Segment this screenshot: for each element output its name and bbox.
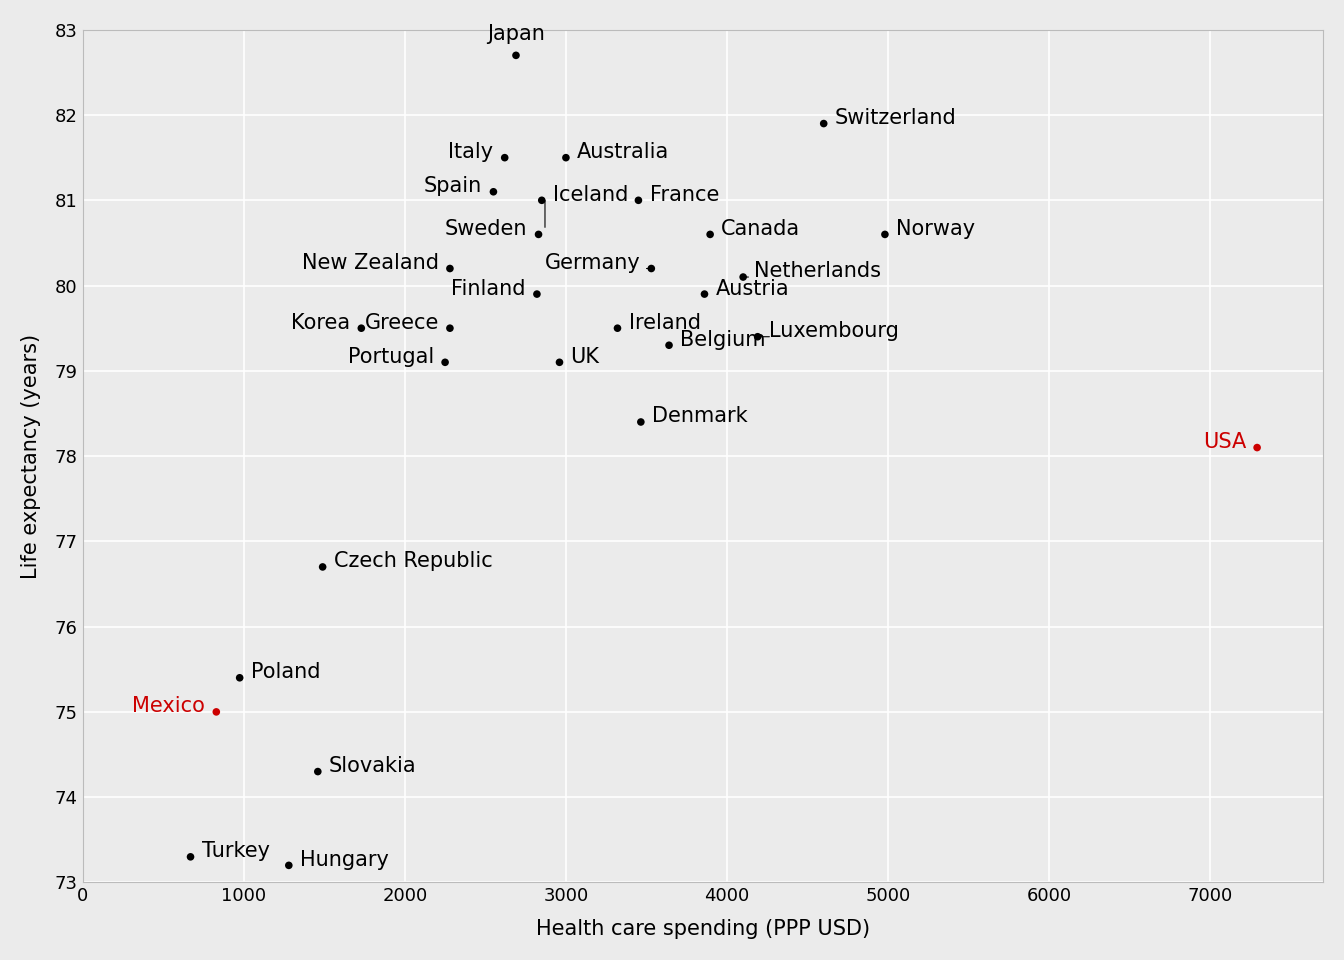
Y-axis label: Life expectancy (years): Life expectancy (years) [22,333,40,579]
Point [278,857,300,873]
Point [495,150,516,165]
Point [630,415,652,430]
Text: Denmark: Denmark [652,406,747,426]
Point [434,354,456,370]
Point [699,227,720,242]
X-axis label: Health care spending (PPP USD): Health care spending (PPP USD) [536,919,870,939]
Text: UK: UK [571,347,599,367]
Point [531,193,552,208]
Text: Luxembourg: Luxembourg [769,322,899,341]
Text: Poland: Poland [251,662,320,683]
Point [351,321,372,336]
Point [439,321,461,336]
Point [206,705,227,720]
Point [874,227,895,242]
Text: New Zealand: New Zealand [302,252,438,273]
Point [628,193,649,208]
Point [312,560,333,575]
Point [732,270,754,285]
Point [659,338,680,353]
Point [505,48,527,63]
Point [555,150,577,165]
Text: Italy: Italy [449,142,493,162]
Text: France: France [649,184,719,204]
Text: Mexico: Mexico [132,696,206,716]
Point [228,670,250,685]
Point [439,261,461,276]
Text: Netherlands: Netherlands [754,261,882,281]
Text: Canada: Canada [722,219,801,239]
Text: Finland: Finland [452,278,526,299]
Text: Germany: Germany [544,252,640,273]
Text: Spain: Spain [425,177,482,196]
Point [528,227,550,242]
Text: Norway: Norway [896,219,976,239]
Point [747,329,769,345]
Text: Hungary: Hungary [300,850,388,870]
Text: Slovakia: Slovakia [329,756,417,776]
Text: Turkey: Turkey [202,841,270,861]
Point [1246,440,1267,455]
Text: Austria: Austria [715,278,789,299]
Text: Belgium: Belgium [680,329,766,349]
Point [482,184,504,200]
Text: Greece: Greece [364,313,438,332]
Text: Korea: Korea [292,313,351,332]
Text: Japan: Japan [487,24,544,44]
Text: USA: USA [1203,432,1246,452]
Point [606,321,628,336]
Text: Australia: Australia [577,142,669,162]
Text: Ireland: Ireland [629,313,700,332]
Point [813,116,835,132]
Point [526,286,547,301]
Point [306,764,328,780]
Text: Switzerland: Switzerland [835,108,957,128]
Point [694,286,715,301]
Text: Iceland: Iceland [552,184,628,204]
Text: Sweden: Sweden [445,219,527,239]
Point [180,850,202,865]
Text: Portugal: Portugal [348,347,434,367]
Point [548,354,570,370]
Point [641,261,663,276]
Text: Czech Republic: Czech Republic [333,551,492,571]
